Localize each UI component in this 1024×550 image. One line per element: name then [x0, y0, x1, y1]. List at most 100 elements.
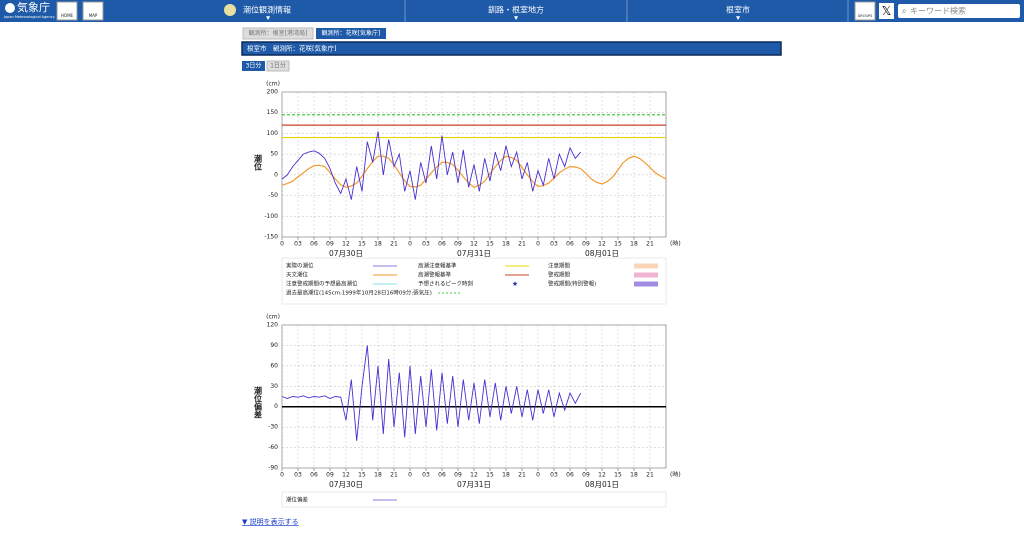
x-tick-label: 21	[390, 241, 398, 248]
x-tick-label: 03	[294, 241, 302, 248]
nav-item[interactable]: 根室市	[726, 5, 750, 15]
y-unit: (cm)	[266, 81, 280, 88]
x-tick-label: 03	[550, 472, 558, 479]
y-tick-label: 60	[270, 362, 278, 369]
y-tick-label: 50	[270, 151, 278, 158]
legend-label: 潮位偏差	[286, 496, 309, 504]
x-tick-label: 15	[358, 241, 366, 248]
day-label: 08月01日	[585, 480, 619, 489]
day-label: 07月30日	[329, 480, 363, 489]
x-tick-label: 0	[408, 241, 412, 248]
legend-swatch	[634, 281, 658, 287]
x-tick-label: 12	[598, 241, 606, 248]
x-tick-label: 09	[454, 241, 462, 248]
x-tick-label: 15	[358, 472, 366, 479]
x-tick-label: 03	[422, 241, 430, 248]
x-tick-label: 06	[566, 472, 574, 479]
map-label: MAP	[89, 13, 98, 18]
x-tick-label: 21	[646, 472, 654, 479]
x-unit: (時)	[670, 471, 681, 479]
tab[interactable]	[242, 27, 314, 40]
nav-item[interactable]: 潮位観測情報	[243, 5, 291, 15]
x-button[interactable]	[879, 3, 894, 19]
x-tick-label: 12	[342, 241, 350, 248]
x-tick-label: 15	[614, 472, 622, 479]
logo-text: 気象庁	[17, 0, 50, 14]
y-unit: (cm)	[266, 314, 280, 321]
y-tick-label: -30	[268, 424, 278, 431]
day-label: 08月01日	[585, 249, 619, 258]
legend-label: 高潮注意報基準	[418, 262, 457, 270]
day-label: 07月31日	[457, 480, 491, 489]
nav-item[interactable]: 釧路・根室地方	[488, 5, 544, 15]
x-tick-label: 09	[454, 472, 462, 479]
nav-caret: ▼	[514, 16, 518, 22]
logo-sub: Japan Meteorological Agency	[3, 15, 55, 19]
x-tick-label: 18	[502, 472, 510, 479]
nav-icon	[224, 4, 236, 16]
x-tick-label: 06	[438, 472, 446, 479]
home-button[interactable]	[56, 1, 78, 21]
x-tick-label: 21	[390, 472, 398, 479]
legend-label: 注意期間	[548, 262, 571, 270]
x-tick-label: 03	[294, 472, 302, 479]
y-tick-label: -60	[268, 444, 278, 451]
x-tick-label: 06	[310, 472, 318, 479]
nav-caret: ▼	[736, 16, 740, 22]
period-button-active[interactable]	[242, 61, 265, 71]
x-tick-label: 06	[310, 241, 318, 248]
legend-swatch	[634, 263, 658, 269]
x-tick-label: 03	[550, 241, 558, 248]
x-tick-label: 0	[408, 472, 412, 479]
x-tick-label: 06	[438, 241, 446, 248]
period-label: 3日分	[246, 62, 262, 70]
search-box[interactable]	[898, 4, 1020, 18]
x-icon: 𝕏	[882, 4, 892, 18]
legend-label: 警戒期間(特別警報)	[548, 280, 596, 288]
x-tick-label: 18	[630, 472, 638, 479]
legend-label: 高潮警報基準	[418, 271, 452, 279]
y-tick-label: 0	[274, 171, 278, 178]
legend-swatch	[634, 272, 658, 278]
x-tick-label: 15	[486, 241, 494, 248]
y-tick-label: -50	[268, 192, 278, 199]
series-line	[281, 131, 582, 200]
x-tick-label: 21	[646, 241, 654, 248]
x-tick-label: 03	[422, 472, 430, 479]
x-tick-label: 18	[630, 241, 638, 248]
legend-label: 予想されるピーク時刻	[418, 280, 474, 288]
tab-active[interactable]	[316, 28, 386, 39]
search-placeholder: キーワード検索	[910, 6, 966, 16]
x-tick-label: 0	[280, 241, 284, 248]
y-tick-label: -150	[264, 234, 278, 241]
x-tick-label: 09	[582, 241, 590, 248]
period-button[interactable]	[266, 60, 290, 72]
x-tick-label: 0	[280, 472, 284, 479]
map-button[interactable]	[82, 1, 104, 21]
x-tick-label: 0	[536, 241, 540, 248]
legend-label: 過去最高潮位(145cm:1999年10月28日16時09分:張気圧)	[286, 289, 432, 297]
legend-label: 天文潮位	[286, 271, 309, 279]
x-tick-label: 0	[536, 472, 540, 479]
x-tick-label: 06	[566, 241, 574, 248]
header-bar	[0, 0, 1024, 22]
x-tick-label: 12	[470, 472, 478, 479]
legend-box	[281, 257, 667, 305]
x-tick-label: 18	[502, 241, 510, 248]
explain-link[interactable]: ▼ 説明を表示する	[242, 517, 299, 526]
legend-label: 注意警戒期間の予想最高潮位	[286, 280, 358, 288]
groups-button[interactable]	[854, 1, 876, 21]
title-bar-text: 根室市 観測所：花咲[気象庁]	[247, 44, 337, 53]
home-label: HOME	[61, 13, 74, 18]
y-tick-label: 30	[270, 383, 278, 390]
logo-icon	[5, 3, 15, 13]
tab-label: 観測所：花咲[気象庁]	[322, 29, 381, 37]
x-tick-label: 12	[470, 241, 478, 248]
y-tick-label: 120	[267, 322, 279, 329]
tab-label: 観測所：根室[港湾局]	[249, 29, 308, 37]
x-unit: (時)	[670, 240, 681, 248]
legend-label: 警戒期間	[548, 271, 571, 279]
y-tick-label: 200	[267, 89, 279, 96]
